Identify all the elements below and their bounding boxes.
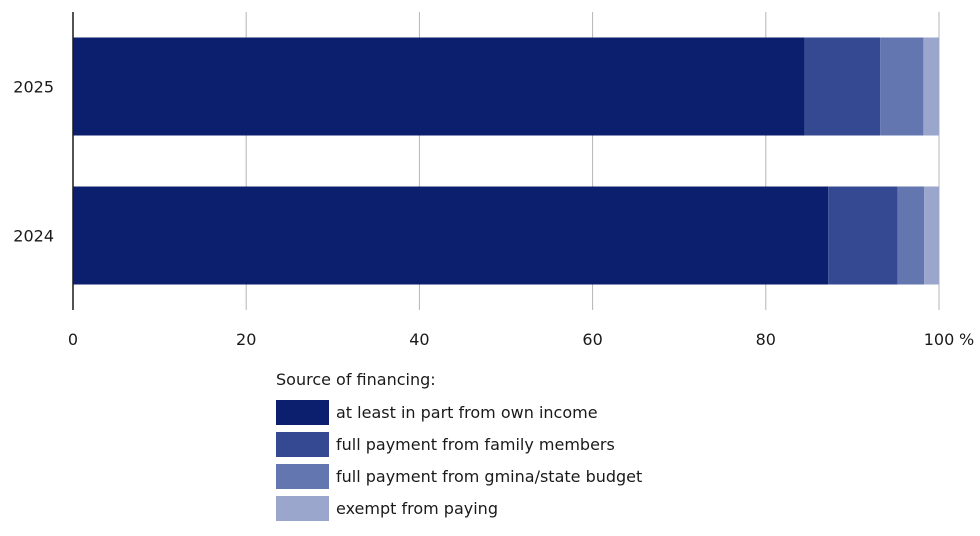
stacked-bar-chart: 2025 2024 0 20 40 60 80 100 %: [13, 12, 974, 349]
bar-segment: [897, 186, 925, 285]
legend-swatch: [276, 464, 329, 489]
bar-segment: [924, 186, 939, 285]
legend-label: exempt from paying: [336, 499, 498, 518]
bar-segment: [923, 37, 939, 136]
bar-segment: [804, 37, 881, 136]
legend-item: at least in part from own income: [276, 400, 642, 425]
legend-items: at least in part from own income full pay…: [276, 400, 642, 521]
x-tick-label: 40: [409, 330, 429, 349]
legend-item: full payment from family members: [276, 432, 642, 457]
legend-swatch: [276, 400, 329, 425]
y-tick-label: 2024: [13, 227, 54, 246]
legend-label: full payment from gmina/state budget: [336, 467, 643, 486]
bar-segment: [73, 186, 829, 285]
x-tick-labels: 0 20 40 60 80 100: [68, 330, 954, 349]
bar-segment: [73, 37, 805, 136]
legend-item: full payment from gmina/state budget: [276, 464, 642, 489]
bars: [73, 37, 939, 285]
legend-label: at least in part from own income: [336, 403, 598, 422]
legend-title: Source of financing:: [276, 370, 436, 389]
y-tick-labels: 2025 2024: [13, 78, 54, 246]
legend: Source of financing: at least in part fr…: [276, 368, 642, 528]
bar-segment: [828, 186, 898, 285]
legend-swatch: [276, 496, 329, 521]
x-tick-label: 20: [236, 330, 256, 349]
bar-segment: [880, 37, 924, 136]
y-tick-label: 2025: [13, 78, 54, 97]
x-tick-label: 80: [756, 330, 776, 349]
x-tick-label: 60: [582, 330, 602, 349]
x-tick-label: 0: [68, 330, 78, 349]
legend-label: full payment from family members: [336, 435, 615, 454]
legend-item: exempt from paying: [276, 496, 642, 521]
x-tick-label: 100: [924, 330, 955, 349]
x-unit-label: %: [959, 330, 974, 349]
legend-swatch: [276, 432, 329, 457]
